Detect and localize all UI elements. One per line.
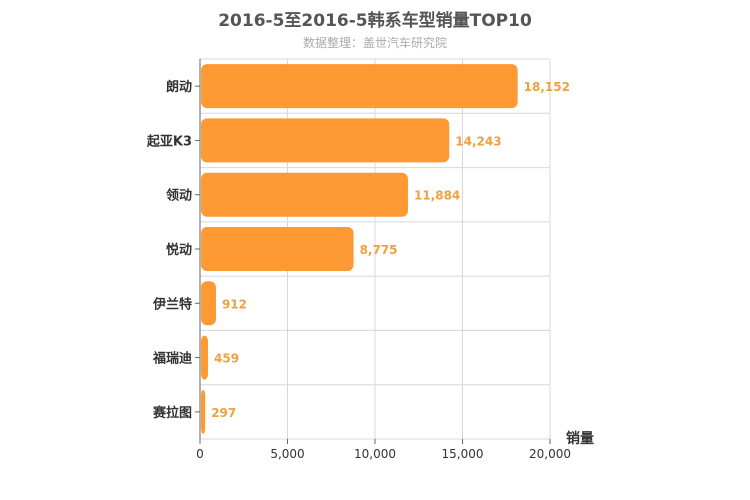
bar-0	[201, 64, 518, 109]
value-label-1: 14,243	[455, 134, 501, 148]
bar-3	[201, 227, 354, 271]
category-label-6: 赛拉图	[152, 405, 192, 421]
x-tick-label-2: 10,000	[354, 447, 396, 461]
chart-title: 2016-5至2016-5韩系车型销量TOP10	[218, 11, 532, 31]
value-label-4: 912	[222, 297, 247, 311]
bar-6	[201, 389, 206, 434]
category-label-1: 起亚K3	[146, 133, 192, 149]
x-tick-label-1: 5,000	[270, 447, 304, 461]
bar-2	[201, 172, 408, 217]
category-label-2: 领动	[166, 188, 192, 204]
value-label-6: 297	[211, 406, 236, 420]
value-label-5: 459	[214, 352, 239, 366]
bar-5	[201, 335, 209, 380]
category-label-3: 悦动	[166, 242, 192, 258]
x-axis-title: 销量	[566, 430, 594, 447]
bar-1	[201, 118, 450, 163]
x-tick-label-3: 15,000	[442, 447, 484, 461]
x-tick-label-4: 20,000	[529, 447, 571, 461]
value-label-2: 11,884	[414, 189, 460, 203]
value-label-3: 8,775	[360, 243, 398, 257]
x-tick-label-0: 0	[196, 447, 204, 461]
category-label-0: 朗动	[166, 79, 192, 95]
category-label-5: 福瑞迪	[152, 351, 192, 367]
bar-4	[201, 281, 216, 326]
bar-layer: 18,152 14,243 11,884 8,775 912 459 297	[201, 64, 570, 434]
value-label-0: 18,152	[524, 80, 570, 94]
chart-subtitle: 数据整理：盖世汽车研究院	[302, 36, 447, 50]
category-label-4: 伊兰特	[152, 296, 192, 312]
